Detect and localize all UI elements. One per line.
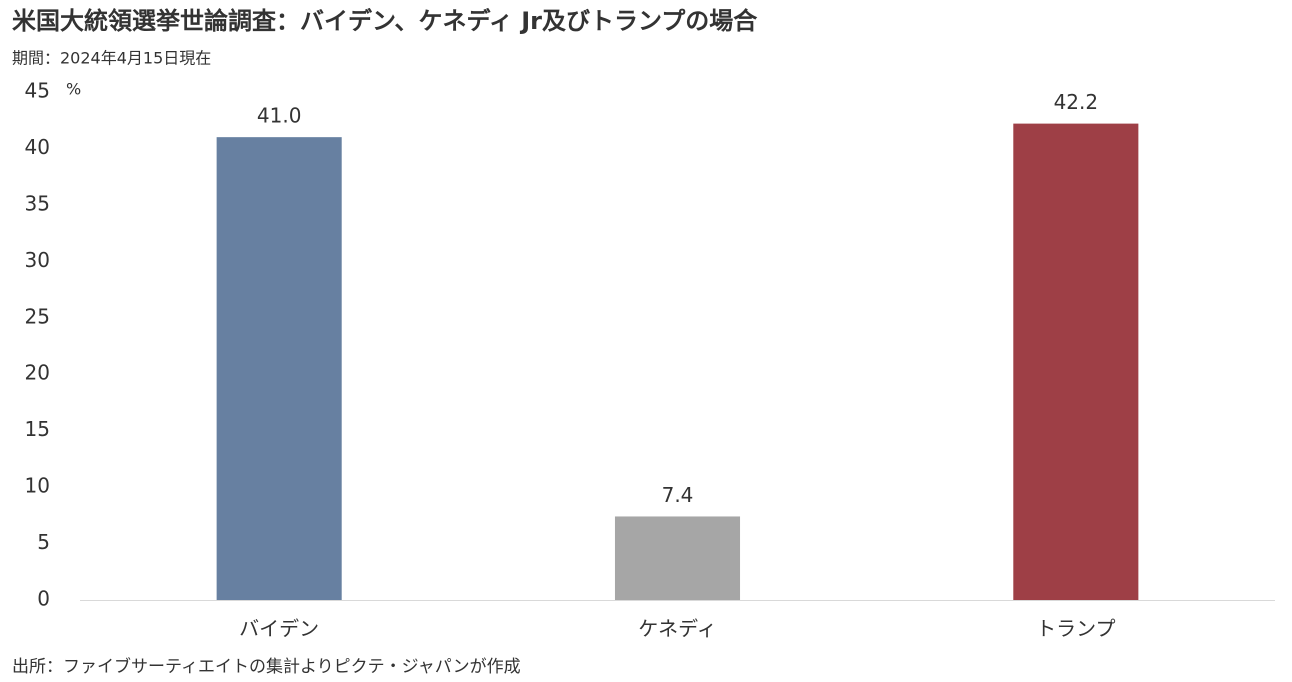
y-unit: % xyxy=(66,80,81,99)
y-tick-label: 40 xyxy=(25,135,50,159)
y-tick-label: 0 xyxy=(37,587,50,611)
chart-subtitle: 期間：2024年4月15日現在 xyxy=(12,49,211,68)
y-tick-label: 20 xyxy=(25,361,50,385)
value-label: 7.4 xyxy=(662,483,694,507)
source-note: 出所：ファイブサーティエイトの集計よりピクテ・ジャパンが作成 xyxy=(12,656,521,677)
x-tick-label: バイデン xyxy=(239,617,319,641)
bar xyxy=(216,137,342,600)
x-tick-label: トランプ xyxy=(1036,617,1115,641)
bar xyxy=(1013,123,1139,600)
chart-title: 米国大統領選挙世論調査：バイデン、ケネディ Jr及びトランプの場合 xyxy=(12,7,758,35)
y-tick-label: 30 xyxy=(25,248,50,272)
value-label: 41.0 xyxy=(257,104,302,128)
y-tick-label: 35 xyxy=(25,191,50,215)
x-tick-label: ケネディ xyxy=(638,617,717,641)
value-label: 42.2 xyxy=(1054,90,1099,114)
y-tick-label: 15 xyxy=(25,417,50,441)
bar xyxy=(614,516,741,600)
y-tick-label: 45 xyxy=(25,79,50,103)
y-tick-label: 10 xyxy=(25,474,50,498)
y-tick-label: 5 xyxy=(37,530,50,554)
y-tick-label: 25 xyxy=(25,304,50,328)
